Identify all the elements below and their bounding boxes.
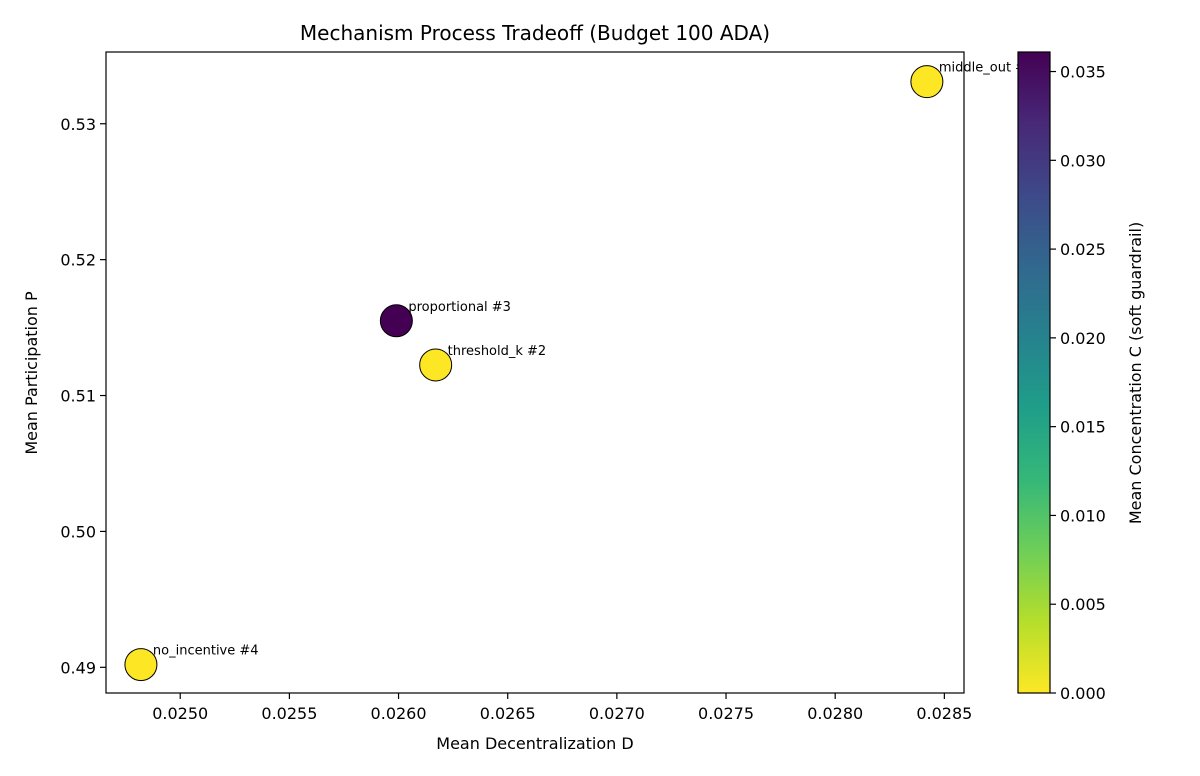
colorbar-tick-label: 0.015 bbox=[1060, 418, 1106, 437]
data-point bbox=[910, 65, 944, 99]
colorbar: 0.000 0.005 0.010 0.015 0.020 0.025 0.030 0.035 bbox=[1017, 51, 1106, 703]
x-tick-label: 0.0250 bbox=[152, 704, 208, 723]
colorbar-tick-label: 0.035 bbox=[1060, 63, 1106, 82]
point-label: proportional #3 bbox=[408, 300, 511, 315]
x-axis-label: Mean Decentralization D bbox=[436, 734, 633, 753]
plot-area: 0.0250 0.0255 0.0260 0.0265 0.0270 0.0275 0.02… bbox=[60, 51, 1045, 723]
x-tick-label: 0.0275 bbox=[698, 704, 754, 723]
colorbar-gradient bbox=[1017, 51, 1051, 694]
point-label: threshold_k #2 bbox=[448, 344, 547, 359]
x-tick-label: 0.0265 bbox=[480, 704, 536, 723]
data-point bbox=[379, 304, 413, 338]
point-label: no_incentive #4 bbox=[153, 644, 259, 659]
colorbar-tick-label: 0.010 bbox=[1060, 506, 1106, 525]
y-tick-label: 0.52 bbox=[60, 251, 96, 270]
x-tick-label: 0.0270 bbox=[589, 704, 645, 723]
colorbar-tick-label: 0.020 bbox=[1060, 329, 1106, 348]
y-tick-label: 0.49 bbox=[60, 658, 96, 677]
plot-frame bbox=[105, 51, 965, 694]
y-axis-label: Mean Participation P bbox=[22, 291, 41, 455]
data-point bbox=[124, 648, 158, 682]
colorbar-tick-label: 0.000 bbox=[1060, 684, 1106, 703]
colorbar-tick-label: 0.030 bbox=[1060, 151, 1106, 170]
x-tick-label: 0.0260 bbox=[371, 704, 427, 723]
x-tick-label: 0.0255 bbox=[261, 704, 317, 723]
data-point bbox=[419, 348, 453, 382]
y-tick-label: 0.50 bbox=[60, 522, 96, 541]
x-tick-label: 0.0285 bbox=[916, 704, 972, 723]
y-tick-label: 0.51 bbox=[60, 387, 96, 406]
x-tick-label: 0.0280 bbox=[807, 704, 863, 723]
colorbar-tick-label: 0.025 bbox=[1060, 240, 1106, 259]
y-tick-label: 0.53 bbox=[60, 115, 96, 134]
colorbar-tick-label: 0.005 bbox=[1060, 595, 1106, 614]
plot-background bbox=[106, 52, 964, 693]
colorbar-label: Mean Concentration C (soft guardrail) bbox=[1126, 222, 1145, 524]
chart-title: Mechanism Process Tradeoff (Budget 100 A… bbox=[300, 21, 770, 45]
